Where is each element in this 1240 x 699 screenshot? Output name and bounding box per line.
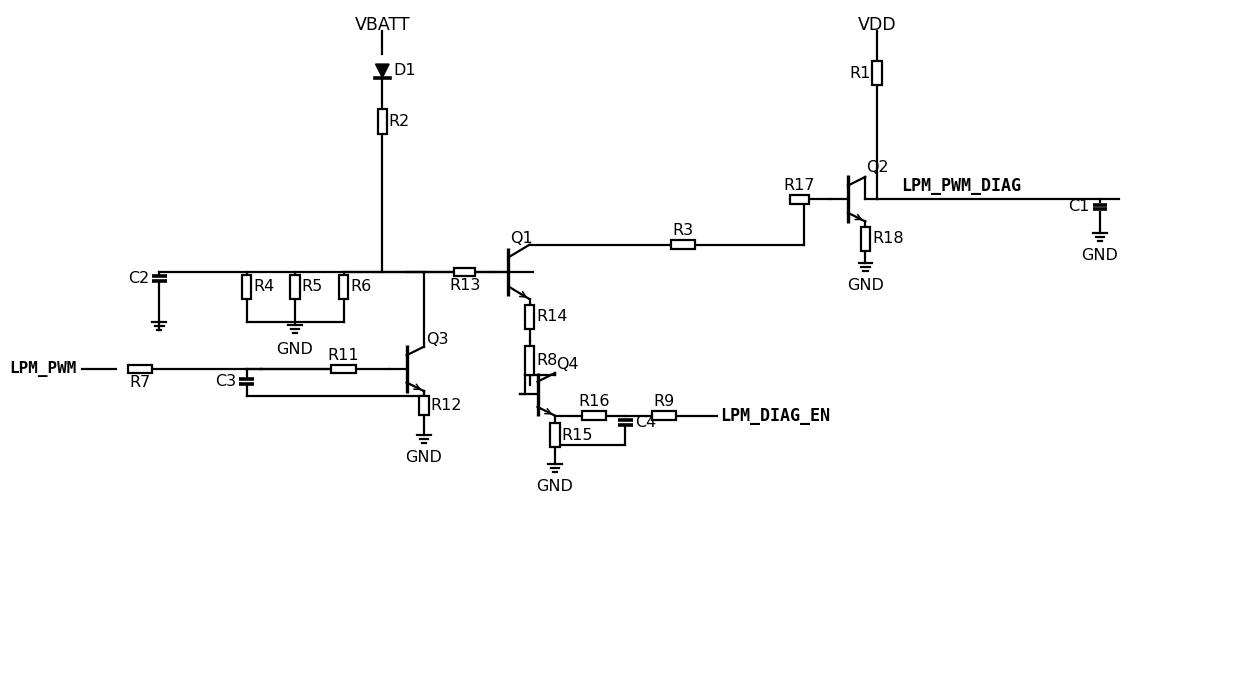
Polygon shape <box>376 64 389 78</box>
Bar <box>128 365 153 373</box>
Text: R8: R8 <box>536 353 558 368</box>
Text: Q2: Q2 <box>867 160 889 175</box>
Bar <box>551 423 559 447</box>
Text: R15: R15 <box>562 428 593 442</box>
Bar <box>419 396 429 415</box>
Bar <box>454 268 475 276</box>
Text: R5: R5 <box>301 280 322 294</box>
Text: GND: GND <box>537 480 573 494</box>
Bar <box>861 226 870 251</box>
Bar <box>242 275 252 299</box>
Text: GND: GND <box>847 278 884 293</box>
Text: GND: GND <box>277 342 314 356</box>
Text: R7: R7 <box>129 375 150 390</box>
Bar <box>582 411 606 420</box>
Bar <box>671 240 696 249</box>
Text: Q3: Q3 <box>427 331 449 347</box>
Text: Q4: Q4 <box>556 357 579 372</box>
Text: GND: GND <box>405 450 443 465</box>
Text: C4: C4 <box>635 415 657 430</box>
Text: LPM_PWM_DIAG: LPM_PWM_DIAG <box>901 178 1022 195</box>
Text: R16: R16 <box>578 394 610 410</box>
Text: C2: C2 <box>128 271 149 286</box>
Text: R9: R9 <box>653 394 675 410</box>
Bar <box>526 305 534 329</box>
Text: GND: GND <box>1081 248 1118 263</box>
Text: R11: R11 <box>327 347 360 363</box>
Text: R14: R14 <box>536 309 568 324</box>
Text: R18: R18 <box>872 231 904 247</box>
Text: R12: R12 <box>430 398 463 413</box>
Text: R4: R4 <box>253 280 274 294</box>
Bar <box>790 195 808 203</box>
Text: R1: R1 <box>849 66 870 80</box>
Bar <box>652 411 676 420</box>
Text: C1: C1 <box>1069 199 1090 215</box>
Text: C3: C3 <box>216 374 237 389</box>
Text: LPM_DIAG_EN: LPM_DIAG_EN <box>720 407 831 425</box>
Bar <box>339 275 348 299</box>
Text: Q1: Q1 <box>511 231 533 246</box>
Bar <box>526 346 534 375</box>
Text: R3: R3 <box>672 223 693 238</box>
Text: D1: D1 <box>393 63 415 78</box>
Bar <box>290 275 300 299</box>
Bar <box>378 110 387 134</box>
Bar <box>873 61 882 85</box>
Text: R13: R13 <box>449 278 480 293</box>
Text: R17: R17 <box>784 178 815 193</box>
Text: VDD: VDD <box>858 15 897 34</box>
Text: R2: R2 <box>389 114 410 129</box>
Bar <box>331 365 356 373</box>
Text: VBATT: VBATT <box>355 15 410 34</box>
Text: LPM_PWM: LPM_PWM <box>10 361 77 377</box>
Text: R6: R6 <box>350 280 371 294</box>
